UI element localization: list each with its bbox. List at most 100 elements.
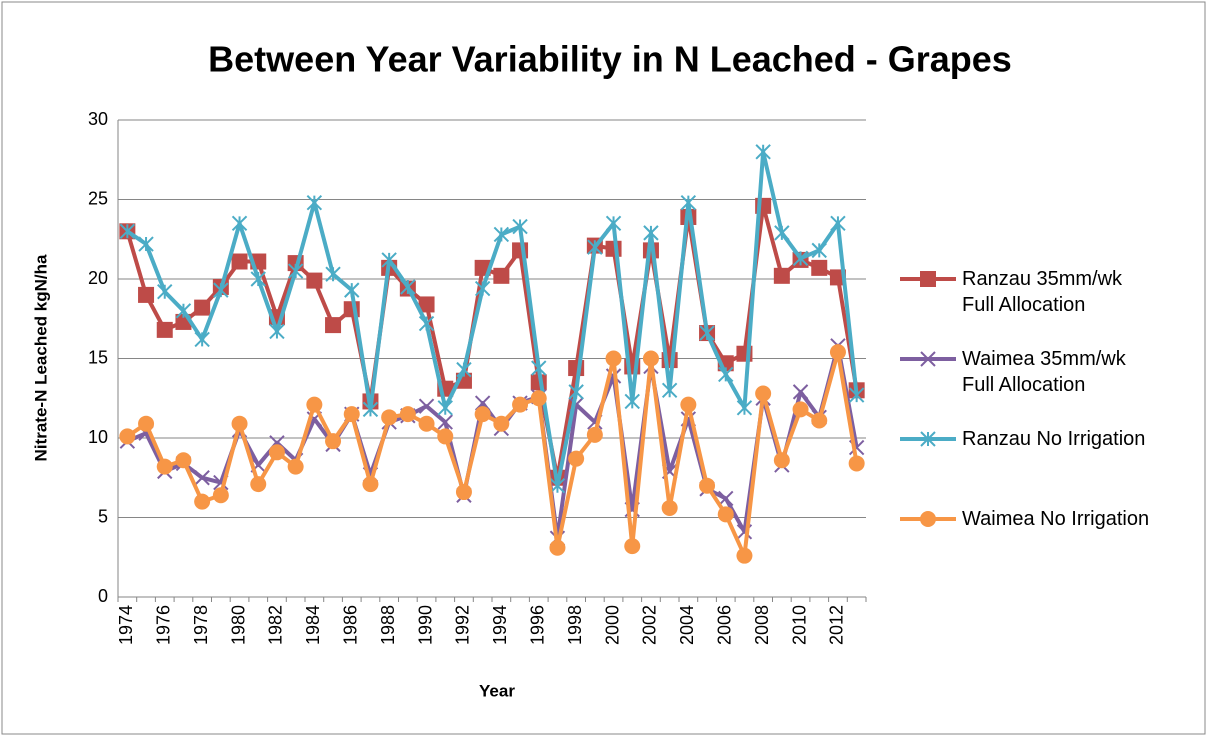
marker: [642, 350, 659, 367]
x-tick-label: 1984: [303, 605, 323, 645]
x-tick-label: 2004: [677, 605, 697, 645]
marker: [549, 477, 566, 494]
marker: [568, 450, 585, 467]
marker: [605, 350, 622, 367]
marker: [287, 458, 304, 475]
marker: [718, 490, 734, 507]
marker: [474, 406, 491, 423]
legend-label: Ranzau No Irrigation: [962, 428, 1146, 450]
y-tick-label: 5: [98, 506, 108, 526]
marker: [699, 477, 716, 494]
legend-label: Ranzau 35mm/wk Full Allocation: [962, 268, 1123, 316]
marker: [774, 225, 790, 241]
legend-swatch: [900, 431, 956, 447]
marker: [231, 415, 248, 432]
y-tick-label: 25: [88, 188, 108, 208]
marker: [456, 361, 472, 378]
marker: [587, 239, 603, 255]
marker: [287, 263, 304, 279]
marker: [811, 412, 828, 429]
marker: [362, 401, 379, 418]
marker: [736, 400, 753, 416]
x-tick-label: 1974: [116, 605, 136, 645]
x-tick-label: 1982: [266, 605, 286, 645]
marker: [437, 414, 453, 430]
marker: [549, 539, 566, 556]
x-tick-label: 2012: [827, 605, 847, 645]
marker: [848, 387, 865, 403]
x-tick-label: 1986: [341, 605, 361, 645]
x-tick-label: 2010: [789, 605, 809, 645]
legend-swatch: [900, 351, 956, 367]
legend-item: Ranzau No Irrigation: [898, 426, 1198, 506]
marker: [175, 452, 192, 469]
legend-item: Waimea No Irrigation: [898, 506, 1198, 586]
marker: [306, 194, 323, 211]
marker: [773, 267, 790, 284]
x-tick-label: 1994: [490, 605, 510, 645]
chart-title: Between Year Variability in N Leached - …: [208, 39, 1012, 80]
x-tick-label: 1988: [378, 605, 398, 645]
y-tick-label: 15: [88, 347, 108, 367]
marker: [268, 444, 285, 461]
marker: [156, 458, 173, 475]
marker: [418, 415, 435, 432]
y-tick-label: 10: [88, 427, 108, 447]
marker: [437, 428, 454, 445]
marker: [325, 317, 342, 334]
marker: [399, 406, 416, 423]
marker: [194, 299, 211, 316]
x-tick-label: 1978: [191, 605, 211, 645]
marker: [175, 303, 192, 319]
marker: [717, 506, 734, 523]
marker: [119, 428, 136, 445]
marker: [213, 282, 229, 298]
legend: Ranzau 35mm/wk Full Allocation Waimea 35m…: [898, 266, 1198, 586]
marker: [512, 396, 529, 413]
marker: [624, 393, 640, 410]
marker: [792, 401, 809, 418]
marker: [194, 470, 210, 486]
marker: [381, 409, 398, 426]
marker: [718, 366, 734, 383]
marker: [138, 286, 155, 303]
x-axis-label: Year: [479, 681, 515, 700]
marker: [325, 433, 342, 450]
marker: [362, 476, 379, 493]
legend-item: Waimea 35mm/wk Full Allocation: [898, 346, 1198, 426]
marker: [920, 431, 936, 447]
marker: [792, 384, 809, 400]
x-tick-label: 1980: [228, 605, 248, 645]
marker: [736, 547, 753, 564]
x-tick-label: 1996: [528, 605, 548, 645]
marker: [344, 282, 360, 298]
marker: [661, 499, 678, 516]
legend-label: Waimea 35mm/wk Full Allocation: [962, 348, 1126, 396]
marker: [231, 215, 248, 232]
marker: [250, 271, 266, 287]
marker: [493, 267, 510, 284]
marker: [568, 384, 584, 400]
marker: [811, 259, 828, 276]
x-tick-label: 2008: [752, 605, 772, 645]
series-line: [126, 350, 859, 558]
marker: [194, 331, 210, 348]
marker: [325, 266, 341, 282]
y-axis-label: Nitrate-N Leached kgN/ha: [31, 254, 50, 461]
marker: [250, 476, 267, 493]
y-tick-label: 20: [88, 268, 108, 288]
marker: [437, 400, 453, 416]
marker: [920, 351, 936, 367]
marker: [680, 194, 697, 211]
marker: [531, 360, 547, 376]
x-tick-label: 2002: [640, 605, 660, 645]
marker: [848, 455, 865, 472]
x-tick-label: 1992: [453, 605, 473, 645]
marker: [605, 240, 622, 257]
x-tick-label: 2000: [602, 605, 622, 645]
marker: [212, 487, 229, 504]
marker: [830, 215, 846, 232]
legend-label: Waimea No Irrigation: [962, 508, 1150, 530]
marker: [400, 279, 416, 295]
